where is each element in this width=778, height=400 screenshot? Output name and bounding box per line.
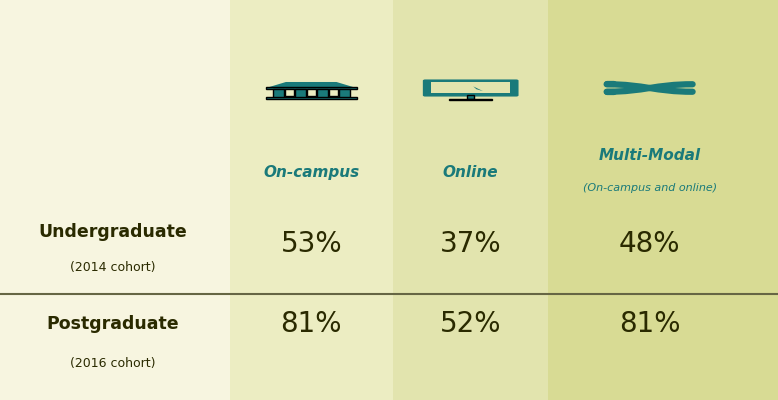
FancyBboxPatch shape [230, 0, 393, 400]
Text: 53%: 53% [280, 230, 342, 258]
Polygon shape [684, 82, 692, 86]
FancyBboxPatch shape [265, 87, 356, 89]
FancyBboxPatch shape [393, 0, 548, 400]
FancyBboxPatch shape [265, 97, 356, 99]
Text: 48%: 48% [619, 230, 681, 258]
Text: Multi-Modal: Multi-Modal [598, 148, 701, 164]
FancyBboxPatch shape [0, 0, 230, 400]
Text: 37%: 37% [440, 230, 502, 258]
Polygon shape [473, 86, 483, 91]
Text: On-campus: On-campus [263, 164, 359, 180]
FancyBboxPatch shape [286, 90, 294, 96]
Text: 52%: 52% [440, 310, 502, 338]
FancyBboxPatch shape [548, 0, 778, 400]
Text: Undergraduate: Undergraduate [38, 223, 187, 241]
FancyBboxPatch shape [329, 90, 338, 96]
Text: Postgraduate: Postgraduate [47, 315, 179, 333]
FancyBboxPatch shape [273, 89, 284, 98]
Text: 81%: 81% [619, 310, 681, 338]
FancyBboxPatch shape [307, 90, 316, 96]
FancyBboxPatch shape [338, 89, 349, 98]
Polygon shape [684, 90, 692, 94]
FancyBboxPatch shape [422, 80, 518, 96]
FancyBboxPatch shape [467, 95, 475, 99]
Text: 81%: 81% [280, 310, 342, 338]
FancyBboxPatch shape [295, 89, 306, 98]
FancyBboxPatch shape [317, 89, 328, 98]
FancyBboxPatch shape [431, 82, 510, 93]
Text: (2016 cohort): (2016 cohort) [70, 358, 156, 370]
Text: (2014 cohort): (2014 cohort) [70, 262, 156, 274]
Text: Online: Online [443, 164, 499, 180]
FancyBboxPatch shape [450, 99, 492, 100]
Polygon shape [268, 82, 354, 87]
Text: (On-campus and online): (On-campus and online) [583, 183, 717, 193]
